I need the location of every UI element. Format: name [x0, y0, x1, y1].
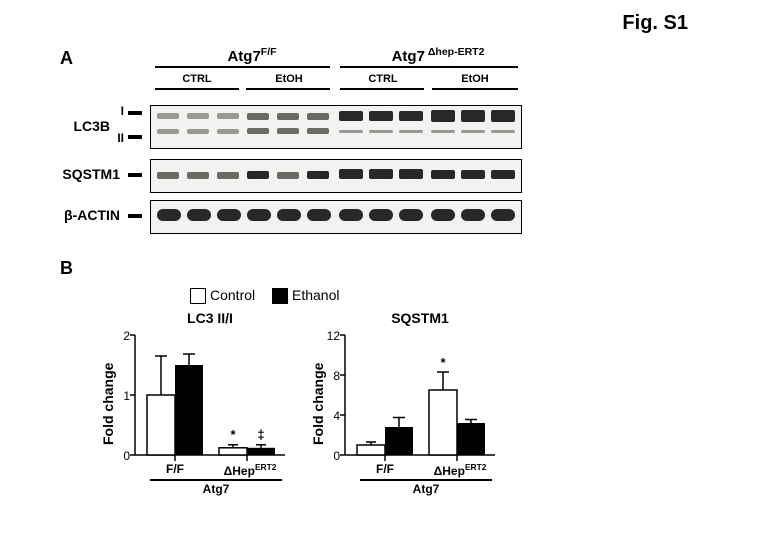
sq-ytick8: 8	[325, 369, 340, 383]
sq-xgroup: Atg7	[360, 482, 492, 496]
sq-ylabel: Fold change	[310, 363, 326, 445]
sub-ctrl2: CTRL	[348, 73, 418, 85]
atg7-text2: Atg7	[392, 48, 425, 65]
blot-lc3b	[150, 105, 522, 149]
sqstm1-label: SQSTM1	[40, 166, 120, 182]
actin-label: β-ACTIN	[40, 207, 120, 223]
header-atg7-ff: Atg7F/F	[172, 46, 332, 65]
svg-text:*: *	[440, 355, 446, 370]
sq-xko: ΔHepERT2	[425, 462, 495, 478]
lc3-ytick0: 0	[115, 449, 130, 463]
svg-text:*: *	[230, 427, 236, 442]
panel-b-label: B	[60, 258, 73, 279]
lc3-xko: ΔHepERT2	[215, 462, 285, 478]
legend-box-ethanol	[272, 288, 288, 304]
sq-title: SQSTM1	[355, 310, 485, 326]
sq-ytick12: 12	[320, 329, 340, 343]
lc3-xgroup: Atg7	[150, 482, 282, 496]
blot-sqstm1	[150, 159, 522, 193]
lc3-ylabel: Fold change	[100, 363, 116, 445]
legend-ethanol: Ethanol	[292, 287, 339, 303]
lc3-xff: F/F	[150, 462, 200, 476]
sq-ytick4: 4	[325, 409, 340, 423]
legend-control: Control	[210, 287, 255, 303]
line-etoh2	[432, 88, 518, 90]
legend-box-control	[190, 288, 206, 304]
lc3b-ii: II	[110, 131, 124, 145]
sq-ytick0: 0	[325, 449, 340, 463]
svg-text:‡: ‡	[257, 427, 264, 442]
tick-i	[128, 111, 142, 115]
header-atg7-ko: Atg7 Δhep-ERT2	[358, 46, 518, 65]
lc3-ytick2: 2	[115, 329, 130, 343]
tick-actin	[128, 214, 142, 218]
atg7-text: Atg7	[227, 48, 260, 65]
lc3b-label: LC3B	[50, 118, 110, 134]
lc3-ytick1: 1	[115, 389, 130, 403]
panel-a-label: A	[60, 48, 73, 69]
sub-etoh2: EtOH	[440, 73, 510, 85]
line-etoh1	[246, 88, 330, 90]
tick-sqstm1	[128, 173, 142, 177]
blot-actin	[150, 200, 522, 234]
overline-ff	[155, 66, 330, 68]
lc3b-i: I	[110, 104, 124, 118]
sq-xff: F/F	[360, 462, 410, 476]
line-ctrl2	[340, 88, 424, 90]
sub-etoh1: EtOH	[254, 73, 324, 85]
sub-ctrl1: CTRL	[162, 73, 232, 85]
lc3-xline	[150, 479, 282, 481]
overline-ko	[340, 66, 518, 68]
figure-label: Fig. S1	[622, 12, 688, 35]
sq-xline	[360, 479, 492, 481]
ko-sup: Δhep-ERT2	[425, 46, 484, 58]
tick-ii	[128, 135, 142, 139]
lc3-title: LC3 II/I	[145, 310, 275, 326]
ff-sup: F/F	[261, 46, 277, 58]
line-ctrl1	[155, 88, 239, 90]
